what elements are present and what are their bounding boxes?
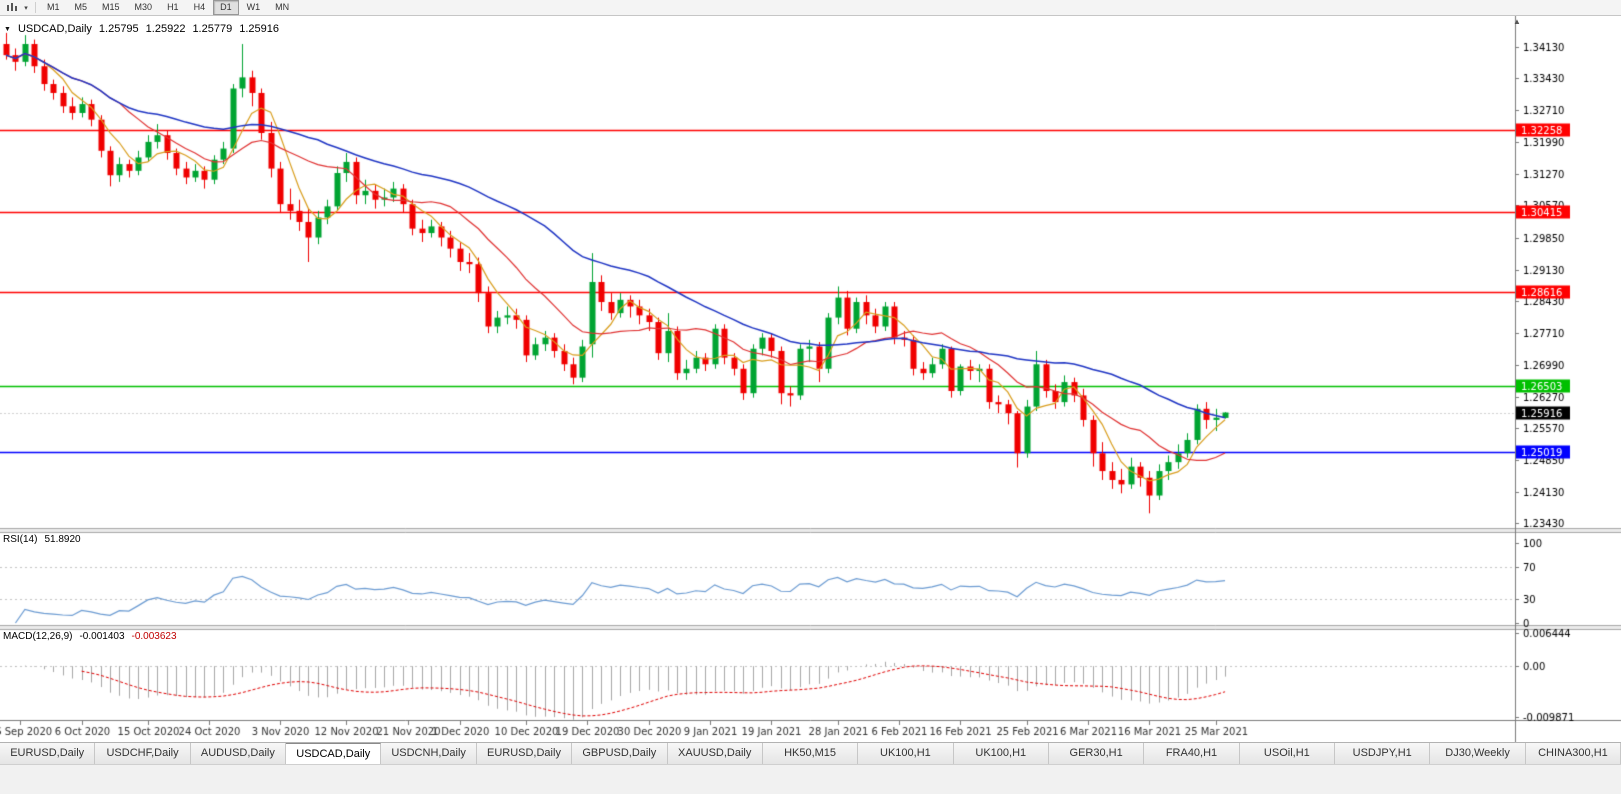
tab-usoil-h1[interactable]: USOil,H1 xyxy=(1239,743,1336,764)
tab-usdcnh-daily[interactable]: USDCNH,Daily xyxy=(381,743,477,764)
one-click-trading-arrow-icon[interactable]: ▼ xyxy=(4,25,11,33)
timeframe-button-m1[interactable]: M1 xyxy=(47,2,60,12)
tab-uk100-h1[interactable]: UK100,H1 xyxy=(953,743,1049,764)
tab-fra40-h1[interactable]: FRA40,H1 xyxy=(1144,743,1240,764)
timeframe-button-w1[interactable]: W1 xyxy=(246,2,261,12)
tab-usdcad-daily[interactable]: USDCAD,Daily xyxy=(286,743,382,764)
timeframe-button-h1[interactable]: H1 xyxy=(167,2,179,12)
tab-dj30-weekly[interactable]: DJ30,Weekly xyxy=(1430,743,1526,764)
status-bar xyxy=(0,764,1621,794)
tab-hk50-m15[interactable]: HK50,M15 xyxy=(762,743,859,764)
tab-eurusd-daily[interactable]: EURUSD,Daily xyxy=(0,743,96,764)
tab-xauusd-daily[interactable]: XAUUSD,Daily xyxy=(667,743,763,764)
tab-usdjpy-h1[interactable]: USDJPY,H1 xyxy=(1335,743,1431,764)
chart-canvas[interactable] xyxy=(0,16,1621,742)
timeframe-button-m15[interactable]: M15 xyxy=(102,2,120,12)
timeframe-buttons: M1 M5 M15 M30 H1 H4 D1 W1 MN xyxy=(40,0,297,15)
toolbar-separator xyxy=(35,2,36,13)
chart-type-icon[interactable] xyxy=(3,1,21,14)
tab-ger30-h1[interactable]: GER30,H1 xyxy=(1048,743,1145,764)
timeframe-button-h4[interactable]: H4 xyxy=(193,2,206,12)
scroll-up-icon[interactable]: ▲ xyxy=(1513,17,1521,26)
tab-china300-h1[interactable]: CHINA300,H1 xyxy=(1525,743,1621,764)
tab-eurusd-daily[interactable]: EURUSD,Daily xyxy=(476,743,573,764)
tab-gbpusd-daily[interactable]: GBPUSD,Daily xyxy=(572,743,668,764)
timeframe-button-m5[interactable]: M5 xyxy=(74,2,88,12)
chart-type-dropdown-icon[interactable]: ▾ xyxy=(24,4,28,12)
timeframe-toolbar: ▾ M1 M5 M15 M30 H1 H4 D1 W1 MN xyxy=(0,0,1621,16)
timeframe-button-d1[interactable]: D1 xyxy=(213,0,239,15)
timeframe-button-m30[interactable]: M30 xyxy=(134,2,153,12)
tab-uk100-h1[interactable]: UK100,H1 xyxy=(858,743,954,764)
tab-usdchf-daily[interactable]: USDCHF,Daily xyxy=(95,743,191,764)
timeframe-button-mn[interactable]: MN xyxy=(275,2,290,12)
tab-audusd-daily[interactable]: AUDUSD,Daily xyxy=(190,743,287,764)
symbol-tabbar: EURUSD,Daily USDCHF,Daily AUDUSD,Daily USDC… xyxy=(0,742,1621,764)
